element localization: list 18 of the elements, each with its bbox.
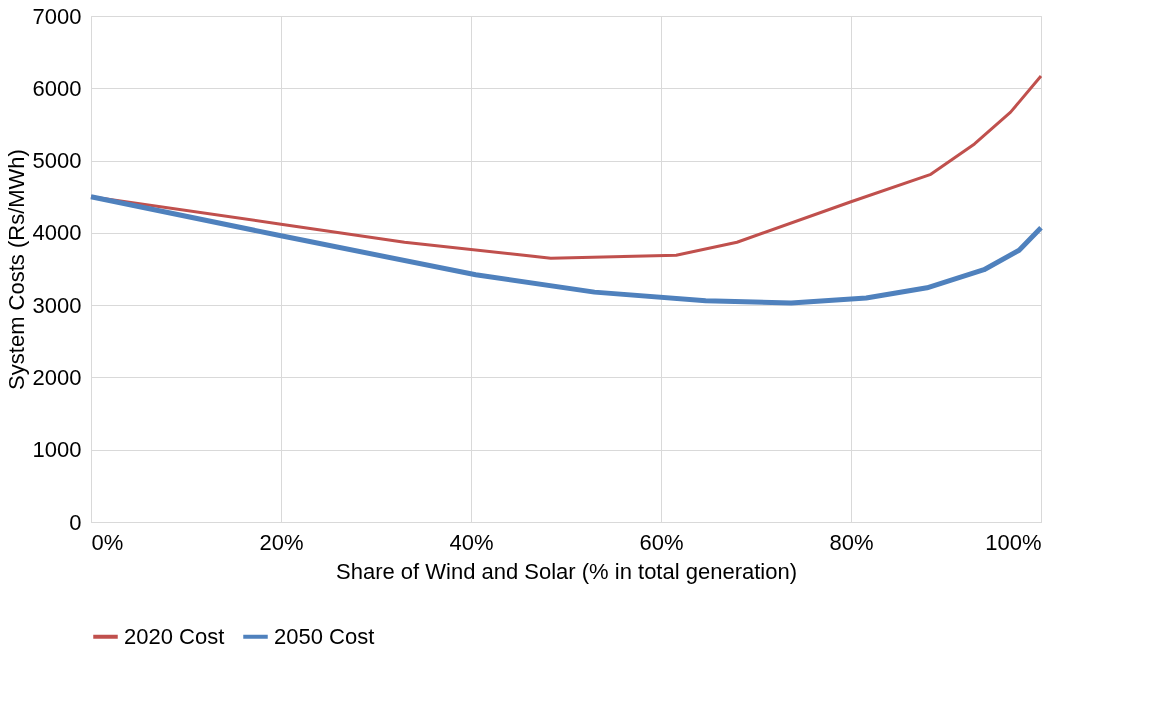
x-axis-title: Share of Wind and Solar (% in total generation) xyxy=(335,558,798,584)
x-tick-label: 40% xyxy=(449,529,494,555)
y-tick-label: 6000 xyxy=(32,75,82,101)
y-tick-label: 1000 xyxy=(32,437,82,463)
legend-label: 2020 Cost xyxy=(124,623,225,649)
x-tick-label: 80% xyxy=(829,529,874,555)
y-tick-label: 2000 xyxy=(32,364,82,390)
x-tick-label: 60% xyxy=(639,529,684,555)
y-axis-title: System Costs (Rs/MWh) xyxy=(3,149,29,390)
legend-label: 2050 Cost xyxy=(274,623,375,649)
y-tick-label: 0 xyxy=(69,509,82,535)
x-tick-label: 100% xyxy=(985,529,1042,555)
y-tick-label: 4000 xyxy=(32,220,82,246)
x-tick-label: 0% xyxy=(91,529,124,555)
x-tick-label: 20% xyxy=(259,529,304,555)
y-tick-label: 7000 xyxy=(32,3,82,29)
y-tick-label: 3000 xyxy=(32,292,82,318)
y-tick-label: 5000 xyxy=(32,148,82,174)
